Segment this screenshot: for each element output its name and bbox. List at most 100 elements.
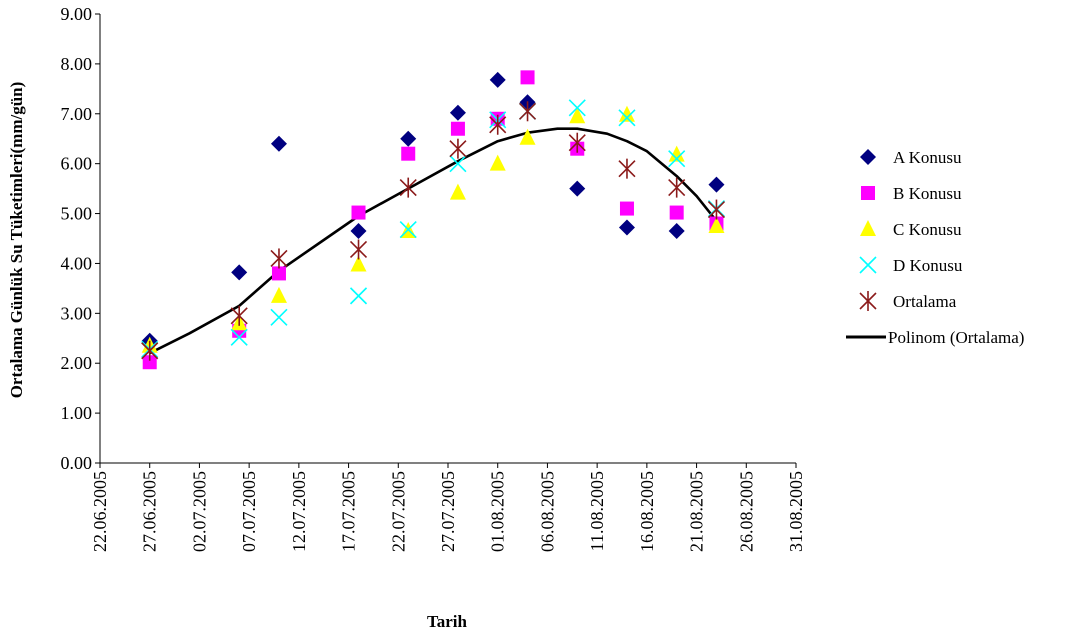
x-tick-label: 01.08.2005 xyxy=(488,471,508,552)
x-tick-label: 07.07.2005 xyxy=(239,471,259,552)
y-tick-label: 3.00 xyxy=(61,303,93,323)
point-d-konusu xyxy=(349,287,368,305)
point-b-konusu xyxy=(401,146,416,161)
x-tick-label: 21.08.2005 xyxy=(687,471,707,552)
point-b-konusu xyxy=(619,201,634,216)
legend-label: D Konusu xyxy=(893,256,963,275)
point-ortalama xyxy=(349,239,368,260)
point-ortalama xyxy=(668,177,686,198)
marker-stroke xyxy=(399,220,417,239)
legend-marker xyxy=(861,186,875,200)
point-c-konusu xyxy=(489,154,506,171)
point-c-konusu xyxy=(449,183,466,200)
point-d-konusu xyxy=(270,308,288,326)
y-tick-label: 4.00 xyxy=(61,253,93,273)
y-tick-label: 8.00 xyxy=(61,54,93,74)
point-c-konusu xyxy=(668,145,685,162)
point-ortalama xyxy=(489,114,507,135)
legend-item: Polinom (Ortalama) xyxy=(846,328,1024,347)
point-a-konusu xyxy=(618,219,635,236)
point-a-konusu xyxy=(400,130,417,147)
point-ortalama xyxy=(568,132,586,153)
marker-stroke xyxy=(668,150,686,168)
legend-marker xyxy=(860,220,876,236)
legend-label: Ortalama xyxy=(893,292,957,311)
y-tick-label: 0.00 xyxy=(61,453,93,473)
point-b-konusu xyxy=(351,205,366,220)
point-d-konusu xyxy=(449,155,467,173)
x-axis-title: Tarih xyxy=(427,612,468,631)
point-b-konusu xyxy=(271,266,286,281)
point-d-konusu xyxy=(668,150,686,168)
legend-marker xyxy=(860,149,876,165)
legend-label: B Konusu xyxy=(893,184,962,203)
legend-label: A Konusu xyxy=(893,148,962,167)
legend-item: Ortalama xyxy=(859,291,957,311)
y-tick-label: 1.00 xyxy=(61,403,93,423)
point-a-konusu xyxy=(270,135,287,152)
point-b-konusu xyxy=(520,70,535,85)
y-axis-title: Ortalama Günlük Su Tüketimleri(mm/gün) xyxy=(7,82,26,399)
point-a-konusu xyxy=(231,264,248,281)
point-c-konusu xyxy=(270,286,287,303)
x-tick-label: 27.07.2005 xyxy=(438,471,458,552)
y-tick-label: 5.00 xyxy=(61,204,93,224)
x-tick-label: 17.07.2005 xyxy=(339,471,359,552)
x-tick-label: 31.08.2005 xyxy=(786,471,806,552)
point-c-konusu xyxy=(519,128,536,145)
point-d-konusu xyxy=(618,109,636,127)
point-d-konusu xyxy=(568,99,586,117)
point-ortalama xyxy=(230,305,248,326)
legend-marker xyxy=(859,291,877,311)
point-ortalama xyxy=(618,158,636,179)
point-d-konusu xyxy=(399,220,417,239)
point-b-konusu xyxy=(450,121,465,136)
x-tick-label: 02.07.2005 xyxy=(189,471,209,552)
x-tick-label: 16.08.2005 xyxy=(637,471,657,552)
x-tick-label: 26.08.2005 xyxy=(736,471,756,552)
point-c-konusu xyxy=(569,107,586,124)
point-c-konusu xyxy=(350,255,367,272)
x-tick-label: 22.06.2005 xyxy=(90,471,110,552)
point-ortalama xyxy=(518,101,537,122)
marker-stroke xyxy=(449,155,467,173)
y-tick-label: 6.00 xyxy=(61,154,93,174)
point-ortalama xyxy=(707,199,726,220)
point-c-konusu xyxy=(708,217,725,234)
x-tick-label: 06.08.2005 xyxy=(537,471,557,552)
point-ortalama xyxy=(141,340,159,361)
point-a-konusu xyxy=(350,223,367,240)
point-a-konusu xyxy=(449,104,466,121)
y-tick-label: 2.00 xyxy=(61,353,93,373)
y-tick-label: 9.00 xyxy=(61,4,93,24)
legend-item: B Konusu xyxy=(861,184,962,203)
legend-item: A Konusu xyxy=(860,148,962,167)
point-ortalama xyxy=(399,177,417,198)
marker-stroke xyxy=(270,308,288,326)
point-a-konusu xyxy=(489,71,506,88)
point-a-konusu xyxy=(708,176,725,193)
point-d-konusu xyxy=(230,328,248,346)
point-c-konusu xyxy=(618,105,635,122)
legend-label: C Konusu xyxy=(893,220,962,239)
y-tick-label: 7.00 xyxy=(61,104,93,124)
marker-stroke xyxy=(618,109,636,127)
point-a-konusu xyxy=(569,180,586,197)
x-tick-label: 11.08.2005 xyxy=(587,471,607,551)
x-tick-label: 12.07.2005 xyxy=(289,471,309,552)
legend-marker xyxy=(859,256,877,274)
x-tick-label: 27.06.2005 xyxy=(140,471,160,552)
point-b-konusu xyxy=(142,355,157,370)
legend-label: Polinom (Ortalama) xyxy=(888,328,1024,347)
marker-stroke xyxy=(859,256,877,274)
marker-stroke xyxy=(568,99,586,117)
marker-stroke xyxy=(230,328,248,346)
marker-stroke xyxy=(349,287,368,305)
point-a-konusu xyxy=(668,223,685,240)
x-tick-label: 22.07.2005 xyxy=(388,471,408,552)
point-ortalama xyxy=(270,248,288,269)
legend-item: C Konusu xyxy=(860,220,962,239)
point-ortalama xyxy=(449,138,467,159)
